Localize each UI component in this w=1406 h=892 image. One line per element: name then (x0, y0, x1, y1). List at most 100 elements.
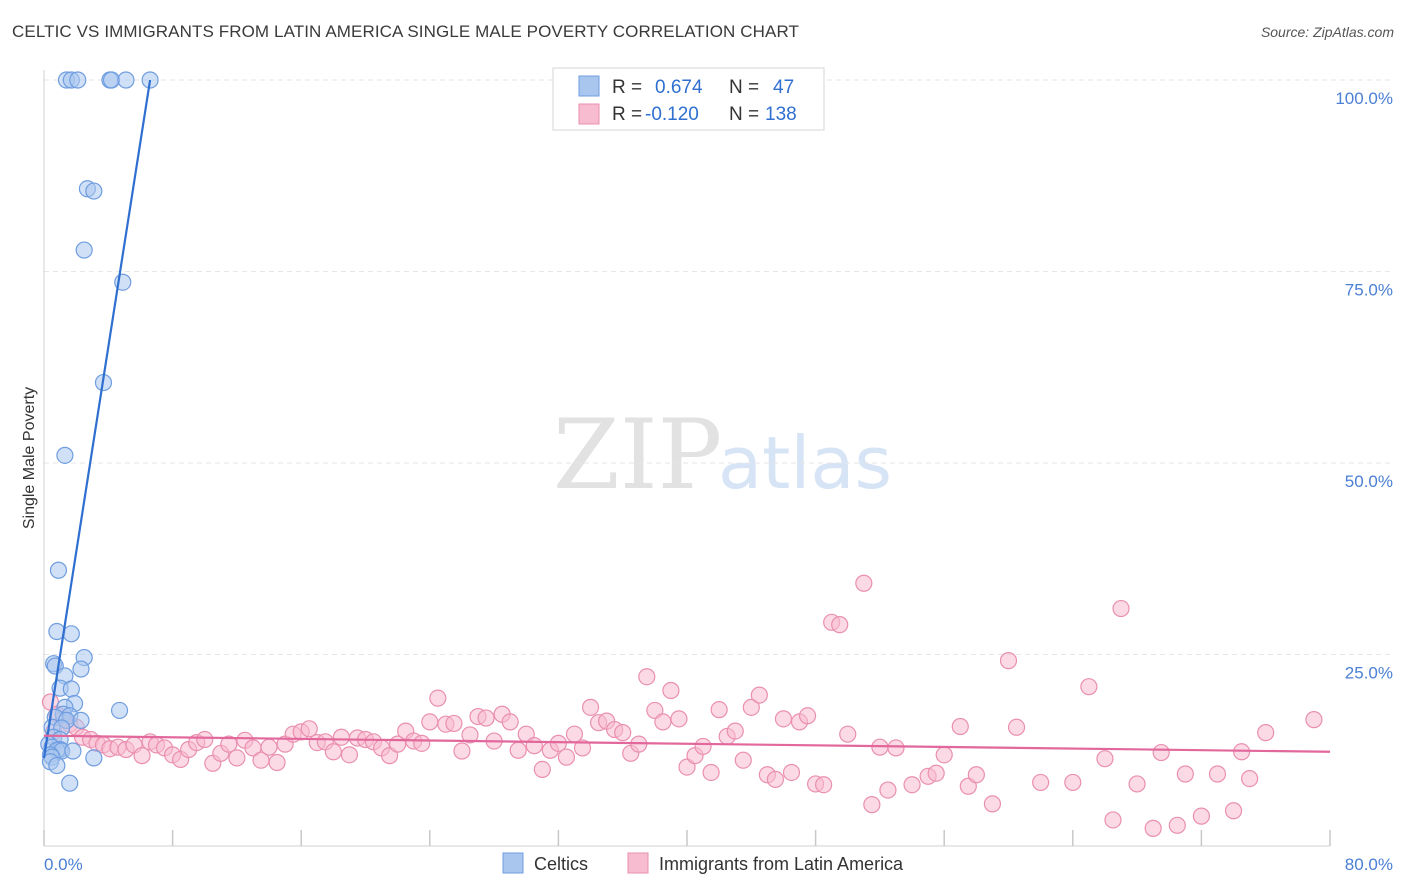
stats-legend-n-label: N = (729, 77, 759, 98)
data-point (1152, 743, 1170, 762)
data-point (879, 781, 897, 799)
data-point (999, 652, 1018, 670)
data-point (102, 71, 121, 89)
data-point (501, 713, 519, 731)
y-tick-label: 100.0% (1335, 89, 1393, 108)
watermark-zip: ZIP (553, 399, 722, 511)
series-immigrants (41, 574, 1323, 837)
data-point (927, 764, 945, 782)
data-point (654, 713, 672, 731)
data-point (1208, 765, 1227, 783)
data-point (509, 741, 527, 759)
data-point (694, 737, 712, 756)
data-point (855, 574, 873, 592)
data-point (110, 701, 129, 720)
data-point (1144, 819, 1162, 837)
y-tick-labels: 25.0% 50.0% 75.0% 100.0% (1335, 89, 1393, 683)
data-point (573, 739, 592, 757)
stats-legend-swatch-immigrants (578, 103, 600, 125)
data-point (220, 735, 238, 753)
data-point (638, 668, 656, 686)
data-point (1224, 802, 1243, 820)
data-point (75, 241, 93, 259)
data-points (40, 71, 1323, 837)
stats-legend-n-value: 47 (773, 77, 794, 98)
y-axis-label: Single Male Poverty (21, 387, 38, 529)
data-point (863, 796, 881, 814)
data-point (1305, 711, 1323, 729)
data-point (742, 698, 760, 716)
data-point (196, 730, 214, 749)
data-point (1241, 769, 1259, 788)
data-point (726, 722, 744, 740)
y-tick-label: 50.0% (1345, 472, 1393, 491)
data-point (734, 751, 752, 769)
data-point (48, 756, 66, 775)
data-point (85, 749, 103, 767)
data-point (967, 766, 985, 784)
stats-legend-n-label: N = (729, 104, 759, 125)
series-legend: Celtics Immigrants from Latin America (502, 852, 904, 874)
data-point (549, 734, 568, 752)
legend-label-celtics: Celtics (534, 854, 588, 874)
data-point (750, 686, 768, 704)
data-point (1112, 599, 1130, 618)
data-point (62, 625, 80, 643)
data-point (670, 710, 688, 728)
data-point (1080, 678, 1098, 696)
data-point (340, 746, 359, 764)
data-point (1032, 773, 1050, 792)
axes (43, 70, 1331, 847)
data-point (1064, 773, 1082, 792)
data-point (461, 726, 479, 744)
data-point (1007, 718, 1026, 736)
data-point (85, 182, 103, 200)
data-point (782, 763, 801, 782)
data-point (62, 680, 80, 698)
data-point (1192, 807, 1211, 825)
data-point (64, 742, 82, 760)
data-point (260, 738, 278, 756)
data-point (1104, 811, 1122, 829)
data-point (983, 795, 1002, 813)
data-point (662, 681, 680, 700)
data-point (581, 698, 600, 716)
stats-legend-r-label: R = (612, 104, 642, 125)
trend-lines (42, 79, 1331, 759)
chart-title: CELTIC VS IMMIGRANTS FROM LATIN AMERICA … (12, 22, 800, 41)
data-point (72, 660, 90, 678)
x-tick-label-max: 80.0% (1345, 855, 1393, 874)
data-point (133, 747, 151, 765)
data-point (268, 753, 286, 772)
stats-legend: R = 0.674 N = 47 R = -0.120 N = 138 (552, 67, 825, 131)
data-point (557, 748, 576, 766)
trend-line-immigrants (43, 734, 1331, 753)
data-point (117, 71, 135, 89)
series-celtics (40, 71, 159, 792)
data-point (935, 746, 953, 764)
data-point (1257, 724, 1275, 742)
data-point (702, 763, 720, 782)
data-point (774, 710, 793, 728)
data-point (831, 616, 849, 634)
data-point (332, 728, 350, 746)
stats-legend-r-value: -0.120 (645, 104, 699, 125)
legend-label-immigrants: Immigrants from Latin America (659, 854, 904, 874)
y-tick-label: 25.0% (1345, 664, 1393, 683)
grid-lines (44, 79, 1393, 655)
data-point (798, 707, 817, 725)
legend-swatch-immigrants (627, 852, 649, 874)
data-point (903, 776, 921, 794)
data-point (1096, 750, 1114, 768)
data-point (1128, 775, 1146, 793)
data-point (887, 739, 905, 757)
data-point (1176, 765, 1194, 783)
data-point (815, 776, 833, 794)
x-tick-label-min: 0.0% (44, 855, 83, 874)
data-point (56, 446, 74, 464)
data-point (69, 71, 87, 89)
data-point (839, 725, 857, 743)
data-point (61, 774, 79, 792)
data-point (951, 717, 969, 736)
